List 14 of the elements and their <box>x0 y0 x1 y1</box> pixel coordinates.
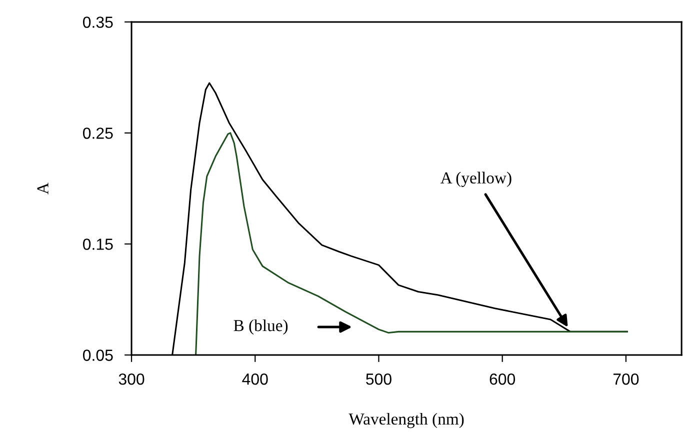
annotation: A (yellow) <box>440 172 512 187</box>
y-tick-label: 0.25 <box>83 128 113 139</box>
x-tick-label: 500 <box>366 373 392 385</box>
x-tick-label: 600 <box>490 373 516 385</box>
y-tick-label: 0.15 <box>83 238 113 250</box>
x-tick-label: 400 <box>242 373 268 385</box>
y-axis-title: A <box>37 182 48 194</box>
x-tick-label: 300 <box>118 373 144 385</box>
line-series <box>195 132 628 355</box>
x-tick-label: 700 <box>613 373 639 385</box>
y-tick-label: 0.05 <box>83 350 113 361</box>
annotation: B (blue) <box>234 319 288 335</box>
x-axis-title: Wavelength (nm) <box>348 412 464 428</box>
y-tick-label: 0.35 <box>83 16 113 28</box>
